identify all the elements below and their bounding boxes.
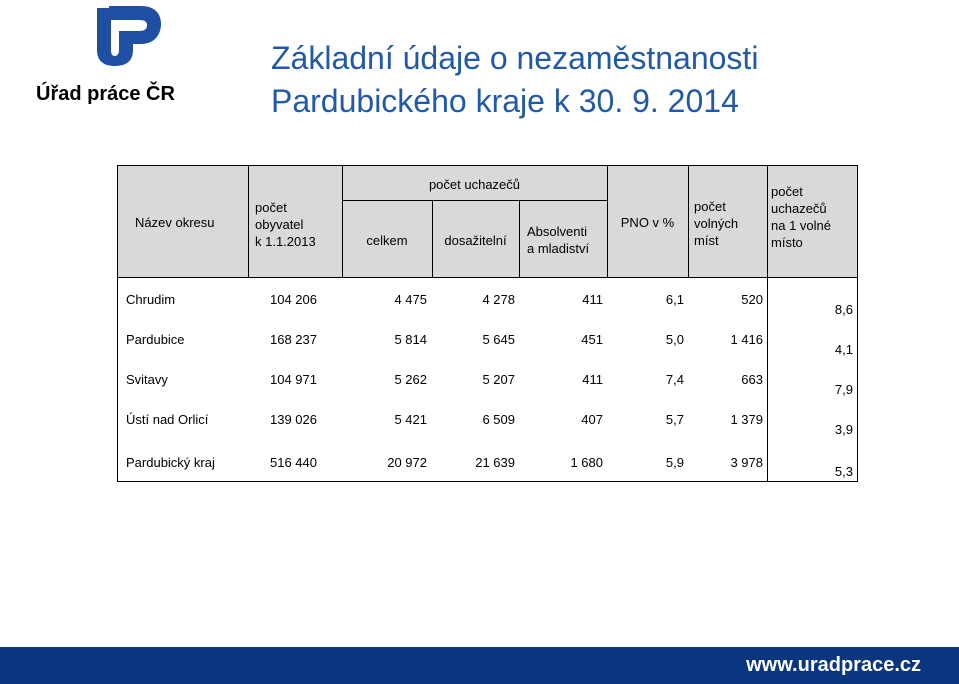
- cell-absolventi: 1 680: [570, 455, 603, 470]
- cell-absolventi: 411: [582, 372, 603, 387]
- col-border-7: [767, 165, 768, 482]
- header-uchazecu-group: počet uchazečů: [428, 177, 521, 192]
- header-top-border: [117, 165, 858, 166]
- title-line-1: Základní údaje o nezaměstnanosti: [271, 40, 759, 76]
- logo-text: Úřad práce ČR: [36, 83, 175, 105]
- cell-na-misto: 3,9: [834, 422, 853, 437]
- cell-name: Ústí nad Orlicí: [126, 412, 209, 427]
- header-absolventi: Absolventi a mladiství: [527, 224, 590, 256]
- col-border-1: [248, 165, 249, 278]
- header-na-misto: počet uchazečů na 1 volné místo: [771, 184, 831, 250]
- cell-absolventi: 411: [582, 292, 603, 307]
- cell-volnych: 663: [741, 372, 763, 387]
- cell-dosazitelni: 5 645: [482, 332, 515, 347]
- footer-url: www.uradprace.cz: [746, 654, 921, 676]
- cell-name: Chrudim: [126, 292, 176, 307]
- cell-name: Pardubice: [126, 332, 185, 347]
- cell-pno: 7,4: [665, 372, 684, 387]
- col-border-6: [688, 165, 689, 278]
- cell-obyvatel: 139 026: [270, 412, 317, 427]
- col-border-5: [607, 165, 608, 278]
- cell-dosazitelni: 4 278: [482, 292, 515, 307]
- cell-na-misto: 7,9: [834, 382, 853, 397]
- cell-name: Svitavy: [126, 372, 168, 387]
- cell-volnych: 520: [741, 292, 763, 307]
- header-group-divider: [342, 200, 607, 201]
- col-border-2: [342, 165, 343, 278]
- header-okres: Název okresu: [135, 215, 215, 230]
- cell-absolventi: 451: [581, 332, 603, 347]
- col-border-8: [857, 165, 858, 482]
- header-bottom-border: [117, 277, 858, 278]
- title-line-2: Pardubického kraje k 30. 9. 2014: [271, 83, 739, 119]
- cell-na-misto: 5,3: [834, 464, 853, 479]
- cell-celkem: 5 421: [394, 412, 427, 427]
- cell-pno: 5,9: [665, 455, 684, 470]
- up-logo-icon: [83, 6, 161, 66]
- cell-na-misto: 4,1: [834, 342, 853, 357]
- cell-na-misto: 8,6: [834, 302, 853, 317]
- cell-celkem: 20 972: [387, 455, 427, 470]
- cell-obyvatel: 168 237: [270, 332, 317, 347]
- cell-pno: 5,0: [665, 332, 684, 347]
- cell-obyvatel: 104 971: [270, 372, 317, 387]
- cell-celkem: 5 814: [394, 332, 427, 347]
- cell-pno: 6,1: [665, 292, 684, 307]
- table-bottom-border: [117, 481, 858, 482]
- cell-name: Pardubický kraj: [126, 455, 215, 470]
- cell-dosazitelni: 5 207: [482, 372, 515, 387]
- header-dosazitelni: dosažitelní: [444, 233, 507, 248]
- header-celkem: celkem: [366, 233, 408, 248]
- cell-volnych: 1 416: [730, 332, 763, 347]
- cell-absolventi: 407: [581, 412, 603, 427]
- page-title: Základní údaje o nezaměstnanosti Pardubi…: [271, 37, 758, 123]
- cell-celkem: 5 262: [394, 372, 427, 387]
- footer-bar: www.uradprace.cz: [0, 647, 959, 684]
- header-volnych: počet volných míst: [694, 199, 739, 248]
- col-border-0: [117, 165, 118, 482]
- cell-volnych: 3 978: [730, 455, 763, 470]
- cell-dosazitelni: 6 509: [482, 412, 515, 427]
- header-obyvatel: počet obyvatel k 1.1.2013: [255, 200, 316, 249]
- col-border-4: [519, 200, 520, 278]
- cell-celkem: 4 475: [394, 292, 427, 307]
- table-header-background: [117, 165, 858, 278]
- cell-pno: 5,7: [665, 412, 684, 427]
- cell-dosazitelni: 21 639: [475, 455, 515, 470]
- cell-obyvatel: 104 206: [270, 292, 317, 307]
- col-border-3: [432, 200, 433, 278]
- cell-volnych: 1 379: [730, 412, 763, 427]
- cell-obyvatel: 516 440: [270, 455, 317, 470]
- header-pno: PNO v %: [620, 215, 675, 230]
